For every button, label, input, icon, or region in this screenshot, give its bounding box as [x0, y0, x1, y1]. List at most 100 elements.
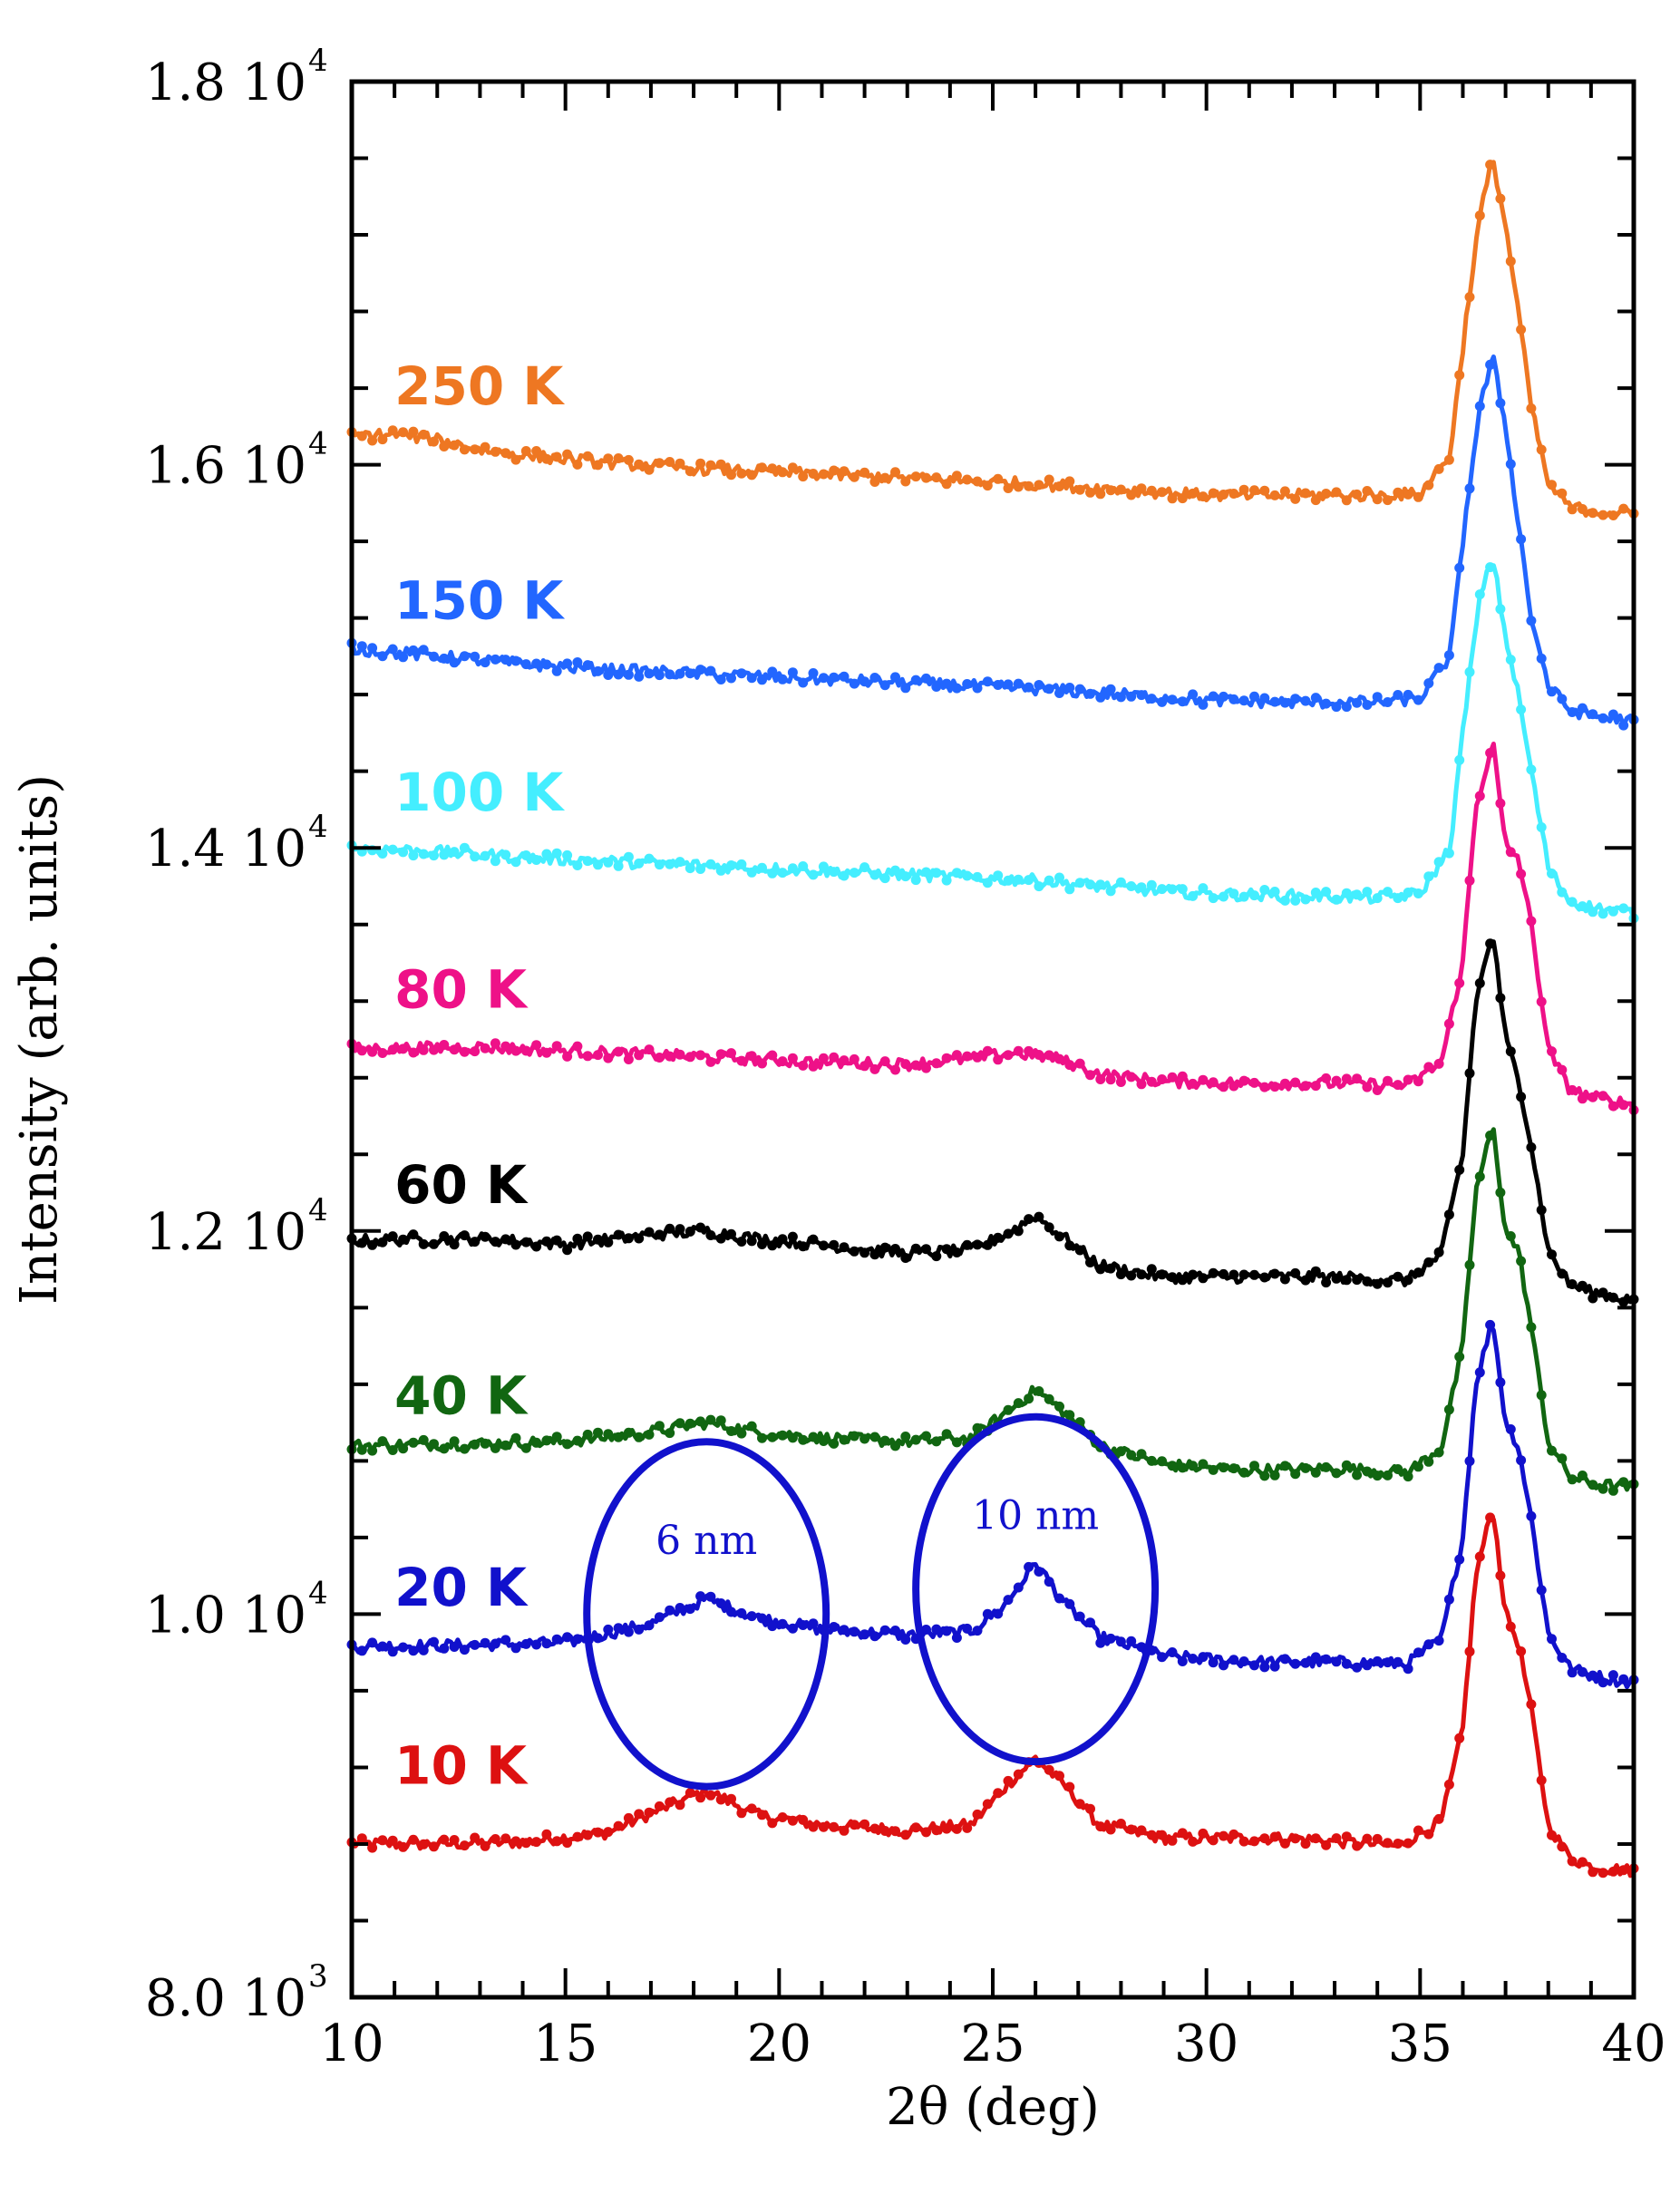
data-point [1228, 1829, 1239, 1840]
data-point [993, 473, 1004, 484]
data-point [510, 1239, 521, 1250]
data-point [1505, 1424, 1516, 1434]
data-point [1577, 504, 1588, 514]
data-point [459, 1046, 470, 1057]
data-point [685, 1226, 695, 1237]
data-point [644, 464, 655, 475]
data-point [1054, 688, 1064, 698]
data-point [1383, 887, 1393, 898]
data-point [1536, 822, 1547, 832]
data-point [675, 1603, 685, 1613]
y-tick-label: 8.0 10 [145, 1969, 306, 2028]
data-point [1362, 700, 1373, 710]
data-point [531, 1241, 542, 1252]
data-point [1383, 697, 1393, 707]
data-point [900, 476, 911, 487]
data-point [654, 859, 665, 870]
data-point [1352, 1470, 1363, 1480]
data-point [1557, 488, 1568, 499]
data-point [439, 1040, 450, 1050]
data-point [1013, 1226, 1024, 1237]
data-point [1443, 1779, 1454, 1790]
data-point [429, 651, 439, 662]
data-point [1597, 908, 1608, 919]
data-point [1188, 1269, 1199, 1280]
data-point [1516, 869, 1527, 879]
data-point [1567, 897, 1578, 908]
y-tick-label: 1.6 10 [145, 437, 306, 496]
data-point [777, 1234, 788, 1245]
data-point [593, 1050, 603, 1061]
data-point [1136, 1079, 1147, 1090]
data-point [879, 680, 890, 691]
data-point [1403, 1664, 1413, 1675]
data-point [879, 1056, 890, 1067]
data-point [705, 665, 716, 676]
series-10k [346, 1512, 1639, 1878]
data-point [531, 1437, 542, 1448]
data-point [1433, 463, 1444, 474]
data-point [1607, 709, 1618, 720]
data-point [829, 1622, 840, 1632]
data-point [1433, 663, 1444, 674]
data-point [715, 459, 726, 470]
data-point [1372, 1655, 1383, 1666]
data-point [1198, 699, 1209, 710]
data-point [1474, 1367, 1485, 1378]
data-point [459, 1230, 470, 1241]
data-point [1597, 1677, 1608, 1688]
data-point [429, 436, 439, 447]
data-point [787, 1231, 798, 1242]
data-point [1607, 1670, 1618, 1681]
data-point [1310, 1833, 1321, 1844]
data-point [1198, 883, 1209, 894]
data-point [798, 1814, 809, 1825]
data-point [572, 1233, 583, 1244]
data-point [993, 870, 1004, 881]
data-point [449, 1642, 460, 1652]
data-point [1485, 562, 1496, 573]
data-point [1485, 1319, 1496, 1330]
data-point [1177, 884, 1188, 895]
data-point [808, 1618, 819, 1629]
data-point [951, 471, 962, 481]
data-point [377, 1835, 388, 1846]
data-point [551, 1634, 562, 1645]
series-label-100k: 100 K [394, 762, 565, 823]
data-point [1557, 694, 1568, 704]
data-point [1536, 1775, 1547, 1786]
data-point [726, 860, 736, 870]
data-point [869, 477, 880, 487]
data-point [1279, 486, 1290, 497]
data-point [480, 1438, 490, 1449]
data-point [1146, 879, 1157, 890]
data-point [1597, 510, 1608, 520]
data-point [1413, 1076, 1423, 1087]
data-point [1146, 1455, 1157, 1466]
data-point [1588, 1293, 1598, 1304]
data-point [787, 863, 798, 874]
data-point [1290, 1267, 1301, 1278]
data-point [1567, 1279, 1578, 1289]
data-point [1454, 370, 1465, 381]
data-point [1290, 895, 1301, 906]
data-point [510, 1432, 521, 1443]
data-point [1547, 1634, 1557, 1645]
data-point [1024, 1561, 1034, 1572]
data-point [1413, 1647, 1423, 1658]
data-point [1177, 1828, 1188, 1839]
data-point [839, 870, 850, 881]
data-point [1228, 1655, 1239, 1665]
data-point [818, 1436, 829, 1446]
data-point [1115, 1636, 1126, 1647]
data-point [931, 1251, 942, 1262]
data-point [869, 1063, 880, 1074]
data-point [1198, 1074, 1209, 1085]
data-point [1290, 1077, 1301, 1088]
data-point [1279, 895, 1290, 906]
data-point [1413, 888, 1423, 898]
data-point [746, 1236, 757, 1247]
data-point [1423, 678, 1434, 689]
data-point [890, 467, 900, 478]
data-point [1372, 494, 1383, 505]
